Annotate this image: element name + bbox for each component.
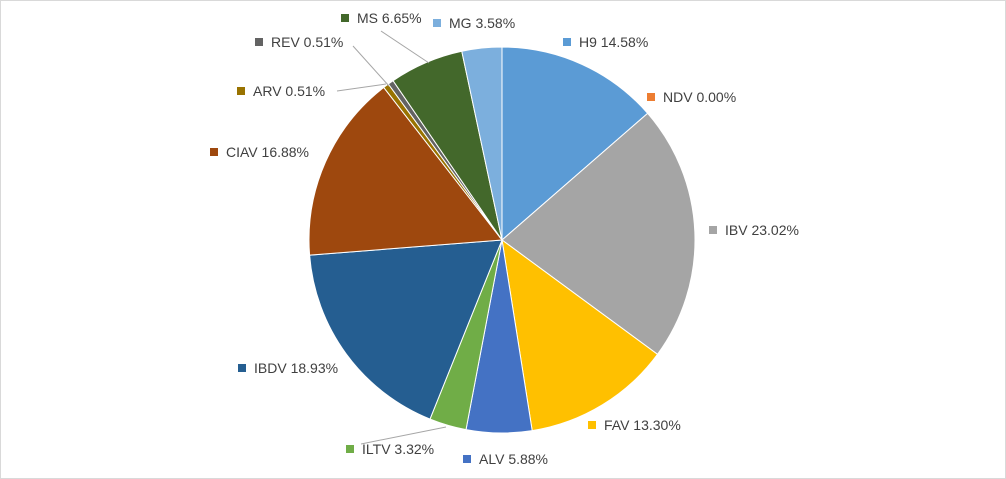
data-label-text-fav: FAV 13.30% [604,417,681,433]
slices-layer [308,46,696,434]
pie-slice-fav [501,238,659,432]
legend-key-fav [588,421,596,429]
leader-lines-layer [336,30,447,445]
legend-key-mg [433,19,441,27]
data-label-text-ibv: IBV 23.02% [725,222,799,238]
data-label-text-ndv: NDV 0.00% [663,89,736,105]
pie-slice-ibdv [309,239,503,420]
data-label-text-ms: MS 6.65% [357,10,422,26]
data-label-text-ibdv: IBDV 18.93% [254,360,338,376]
data-label-text-h9: H9 14.58% [579,34,648,50]
leader-line-ms [380,30,430,64]
data-label-ms: MS 6.65% [341,10,422,26]
data-label-ndv: NDV 0.00% [647,89,736,105]
leader-line-iltv [360,426,447,445]
legend-key-alv [463,455,471,463]
data-label-mg: MG 3.58% [433,15,515,31]
data-labels-layer: H9 14.58% NDV 0.00% IBV 23.02% FAV 13.30% AL… [210,10,799,467]
data-label-ciav: CIAV 16.88% [210,144,309,160]
pie-slice-ciav [308,86,503,256]
data-label-text-rev: REV 0.51% [271,34,343,50]
legend-key-arv [237,87,245,95]
leader-line-rev [352,45,390,87]
legend-key-ms [341,14,349,22]
pie-slice-ibv [501,112,696,355]
data-label-text-mg: MG 3.58% [449,15,515,31]
leader-line-arv [336,83,387,92]
legend-key-ibv [709,226,717,234]
data-label-text-alv: ALV 5.88% [479,451,548,467]
data-label-iltv: ILTV 3.32% [346,441,434,457]
legend-key-ndv [647,93,655,101]
pie-slice-h9 [501,46,649,242]
pie-slice-mg [461,46,503,241]
data-label-arv: ARV 0.51% [237,83,325,99]
legend-key-ibdv [238,364,246,372]
data-label-ibv: IBV 23.02% [709,222,799,238]
data-label-text-ciav: CIAV 16.88% [226,144,309,160]
legend-key-rev [255,38,263,46]
legend-key-h9 [563,38,571,46]
data-label-alv: ALV 5.88% [463,451,548,467]
data-label-h9: H9 14.58% [563,34,648,50]
legend-key-ciav [210,148,218,156]
data-label-text-iltv: ILTV 3.32% [362,441,434,457]
legend-key-iltv [346,445,354,453]
data-label-fav: FAV 13.30% [588,417,681,433]
data-label-text-arv: ARV 0.51% [253,83,325,99]
data-label-ibdv: IBDV 18.93% [238,360,338,376]
data-label-rev: REV 0.51% [255,34,343,50]
